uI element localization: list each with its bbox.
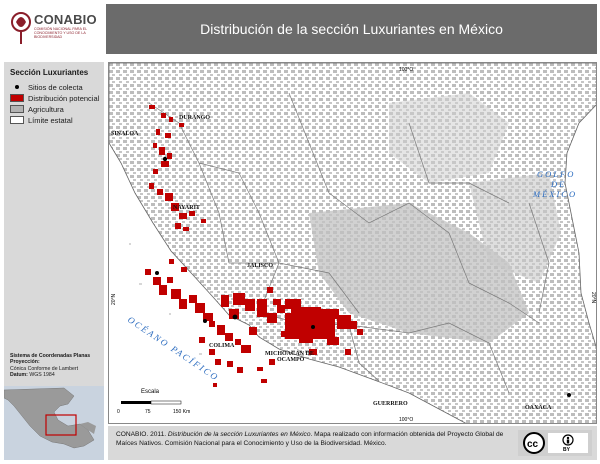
datum-value: WGS 1984 xyxy=(29,372,55,379)
cc-license-badge: cc BY xyxy=(518,430,592,456)
coordinate-system-info: Sistema de Coordenadas Planas Proyección… xyxy=(10,353,102,379)
scale-bar: Escala 0 75 150 Km xyxy=(117,389,190,415)
locator-map-graphic xyxy=(3,386,104,460)
point-symbol-icon xyxy=(10,83,24,91)
legend-label: Distribución potencial xyxy=(28,93,100,103)
org-name: CONABIO xyxy=(34,12,97,27)
legend-item-distribution: Distribución potencial xyxy=(10,93,99,103)
distribution-layer xyxy=(145,105,363,387)
pacific-label: OCÉANO PACÍFICO xyxy=(126,314,221,383)
graticule-bottom: 100°O xyxy=(399,417,413,423)
gulf-label-line1: GOLFO xyxy=(537,169,575,179)
state-label-colima: COLIMA xyxy=(209,343,235,349)
legend-item-state-boundary: Límite estatal xyxy=(10,115,73,125)
projection-value: Cónica Conforme de Lambert xyxy=(10,365,79,372)
scale-tick-0: 0 xyxy=(117,409,120,415)
state-label-guerrero: GUERRERO xyxy=(373,401,408,407)
scale-title: Escala xyxy=(141,389,160,395)
org-subtitle: Comisión Nacional para el Conocimiento y… xyxy=(34,27,87,40)
state-label-durango: DURANGO xyxy=(179,115,210,121)
legend-label: Agricultura xyxy=(28,104,64,114)
conabio-logo: CONABIO Comisión Nacional para el Conoci… xyxy=(0,0,106,56)
legend-title: Sección Luxuriantes xyxy=(10,68,89,77)
map-canvas: 100°O 100°O 20°N 20°N SINALOA DURANGO NA… xyxy=(109,63,596,423)
scale-tick-1: 75 xyxy=(145,409,151,415)
legend-label: Sitios de colecta xyxy=(28,82,83,92)
swatch-state-boundary xyxy=(10,116,24,124)
locator-inset-map xyxy=(3,386,104,460)
legend-item-sites: Sitios de colecta xyxy=(10,82,83,92)
collection-sites xyxy=(155,156,571,397)
swatch-agriculture xyxy=(10,105,24,113)
state-label-jalisco: JALISCO xyxy=(247,263,273,269)
graticule-top: 100°O xyxy=(399,67,413,73)
state-label-michoacan: MICHOACÁN DE xyxy=(265,349,314,357)
state-label-oaxaca: OAXACA xyxy=(525,405,552,411)
footer: CONABIO. 2011. Distribución de la secció… xyxy=(108,426,597,460)
legend-label: Límite estatal xyxy=(28,115,73,125)
cc-by-icon: cc BY xyxy=(518,430,592,456)
state-label-ocampo: OCAMPO xyxy=(277,357,305,363)
swatch-distribution xyxy=(10,94,24,102)
credit-prefix: CONABIO. 2011. xyxy=(116,431,168,438)
projection-label: Proyección: xyxy=(10,359,40,366)
state-label-sinaloa: SINALOA xyxy=(111,131,139,137)
credit-rest: . Mapa realizado con información obtenid… xyxy=(116,431,504,447)
credit-title: Distribución de la sección Luxuriantes e… xyxy=(167,431,311,438)
graticule-left: 20°N xyxy=(111,293,117,305)
locator-extent-box xyxy=(45,414,77,436)
map-frame: 100°O 100°O 20°N 20°N SINALOA DURANGO NA… xyxy=(108,62,597,424)
coord-heading: Sistema de Coordenadas Planas xyxy=(10,353,91,359)
gulf-label-line2: DE xyxy=(550,179,566,189)
datum-label: Datum: xyxy=(10,372,28,379)
by-text: BY xyxy=(563,447,571,453)
conabio-emblem-icon xyxy=(11,12,31,44)
gulf-label-line3: MÉXICO xyxy=(532,189,577,199)
cc-text: cc xyxy=(527,439,539,450)
graticule-right: 20°N xyxy=(590,292,596,304)
state-label-nayarit: NAYARIT xyxy=(173,205,200,211)
credit-text: CONABIO. 2011. Distribución de la secció… xyxy=(116,430,516,448)
legend-item-agriculture: Agricultura xyxy=(10,104,64,114)
state-boundaries xyxy=(148,92,550,394)
map-title: Distribución de la sección Luxuriantes e… xyxy=(106,4,597,54)
scale-tick-2: 150 Km xyxy=(173,409,190,415)
